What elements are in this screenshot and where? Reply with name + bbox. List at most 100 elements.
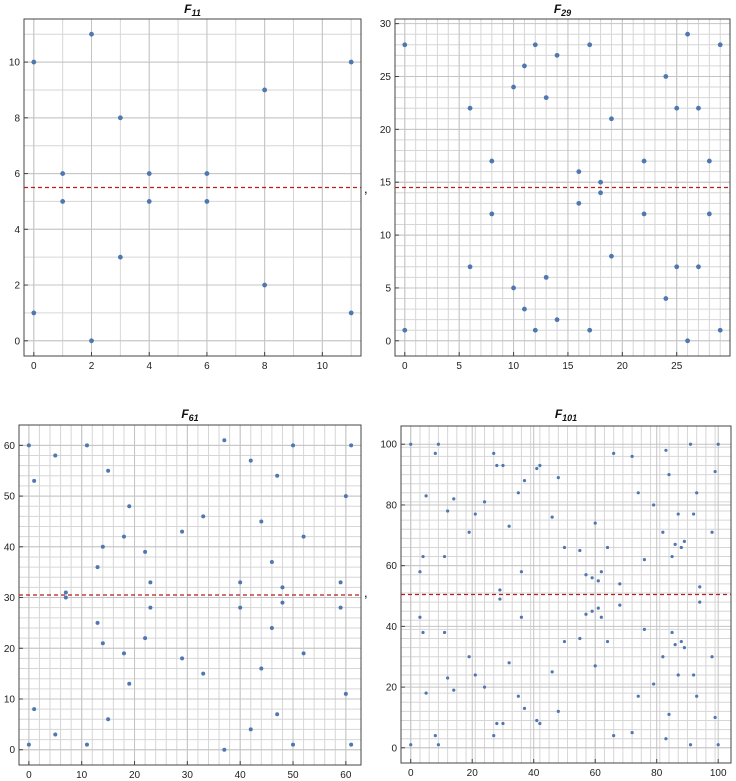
data-point bbox=[501, 463, 505, 468]
data-point bbox=[673, 542, 677, 547]
data-point bbox=[556, 476, 560, 480]
data-point bbox=[519, 615, 524, 619]
data-point bbox=[446, 676, 450, 680]
y-tick-label: 5 bbox=[385, 283, 391, 294]
data-point bbox=[576, 169, 582, 175]
data-point bbox=[590, 576, 594, 580]
data-point bbox=[238, 580, 243, 585]
data-point bbox=[421, 554, 425, 559]
y-tick-label: 0 bbox=[9, 745, 15, 756]
y-tick-label: 50 bbox=[4, 492, 16, 503]
data-point bbox=[698, 600, 702, 604]
data-point bbox=[495, 721, 499, 726]
data-point bbox=[612, 734, 616, 738]
data-point bbox=[473, 673, 477, 677]
data-point bbox=[262, 282, 268, 288]
data-point bbox=[543, 95, 549, 101]
data-point bbox=[596, 579, 600, 583]
data-point bbox=[535, 466, 539, 471]
data-points bbox=[409, 442, 720, 747]
data-point bbox=[60, 199, 66, 204]
data-point bbox=[95, 620, 100, 625]
data-point bbox=[467, 530, 471, 534]
y-tick-label: 20 bbox=[380, 125, 392, 136]
data-point bbox=[717, 42, 723, 48]
data-point bbox=[587, 327, 593, 333]
data-point bbox=[576, 200, 582, 206]
data-point bbox=[696, 105, 701, 111]
data-point bbox=[146, 171, 152, 176]
data-point bbox=[516, 694, 520, 698]
data-point bbox=[262, 87, 268, 93]
x-tick-label: 40 bbox=[235, 770, 247, 781]
data-point bbox=[269, 625, 274, 630]
data-point bbox=[291, 443, 296, 448]
data-point bbox=[31, 310, 37, 316]
data-point bbox=[349, 742, 354, 747]
data-point bbox=[275, 473, 280, 478]
separator-comma-top: , bbox=[364, 181, 368, 196]
y-tick-label: 30 bbox=[380, 19, 392, 30]
data-point bbox=[489, 158, 495, 164]
title-subscript: 11 bbox=[192, 8, 201, 18]
data-point bbox=[641, 158, 647, 164]
data-point bbox=[532, 327, 538, 333]
data-point bbox=[593, 521, 597, 525]
data-point bbox=[127, 681, 132, 686]
title-base: F bbox=[555, 407, 563, 421]
x-tick-label: 4 bbox=[146, 361, 152, 372]
data-point bbox=[492, 734, 496, 738]
data-point bbox=[117, 115, 123, 121]
data-point bbox=[696, 264, 701, 270]
data-point bbox=[248, 458, 253, 463]
data-point bbox=[599, 570, 603, 574]
data-point bbox=[522, 706, 527, 710]
data-point bbox=[436, 743, 440, 747]
data-point bbox=[498, 597, 502, 601]
data-point bbox=[630, 454, 634, 458]
data-point bbox=[519, 570, 524, 574]
data-point bbox=[590, 609, 594, 613]
data-point bbox=[695, 694, 699, 698]
x-tick-label: 0 bbox=[26, 770, 32, 781]
chart-title: F101 bbox=[555, 407, 577, 423]
data-point bbox=[661, 655, 665, 659]
data-point bbox=[682, 646, 686, 650]
scatter-plot-f11: 0 2 4 6 8 10 0 2 4 6 8 10 F11 bbox=[9, 2, 362, 372]
data-point bbox=[418, 570, 422, 574]
data-point bbox=[587, 42, 593, 48]
data-point bbox=[402, 42, 408, 48]
data-point bbox=[556, 709, 560, 713]
data-point bbox=[222, 747, 227, 752]
data-point bbox=[349, 443, 354, 448]
data-point bbox=[636, 491, 640, 495]
data-point bbox=[685, 338, 690, 344]
x-tick-label: 10 bbox=[508, 361, 520, 372]
data-point bbox=[692, 512, 696, 516]
data-point bbox=[446, 509, 450, 513]
data-point bbox=[452, 688, 456, 692]
title-subscript: 61 bbox=[189, 413, 199, 423]
data-point bbox=[100, 544, 105, 549]
data-point bbox=[593, 664, 597, 668]
data-point bbox=[706, 211, 712, 217]
data-point bbox=[348, 310, 354, 316]
title-base: F bbox=[181, 407, 189, 421]
data-point bbox=[584, 612, 588, 616]
x-tick-label: 15 bbox=[562, 361, 574, 372]
data-point bbox=[201, 671, 206, 676]
data-point bbox=[667, 712, 671, 717]
data-point bbox=[338, 580, 343, 585]
data-point bbox=[554, 52, 560, 58]
data-point bbox=[436, 442, 440, 446]
tick-labels: 0 10 20 30 40 50 60 0 10 20 30 40 50 60 bbox=[4, 441, 352, 781]
data-point bbox=[618, 603, 622, 607]
data-point bbox=[692, 673, 696, 677]
data-point bbox=[698, 585, 702, 589]
data-point bbox=[95, 565, 100, 570]
title-subscript: 101 bbox=[562, 413, 577, 423]
data-points bbox=[31, 31, 354, 344]
data-point bbox=[148, 580, 153, 585]
data-point bbox=[710, 530, 714, 534]
